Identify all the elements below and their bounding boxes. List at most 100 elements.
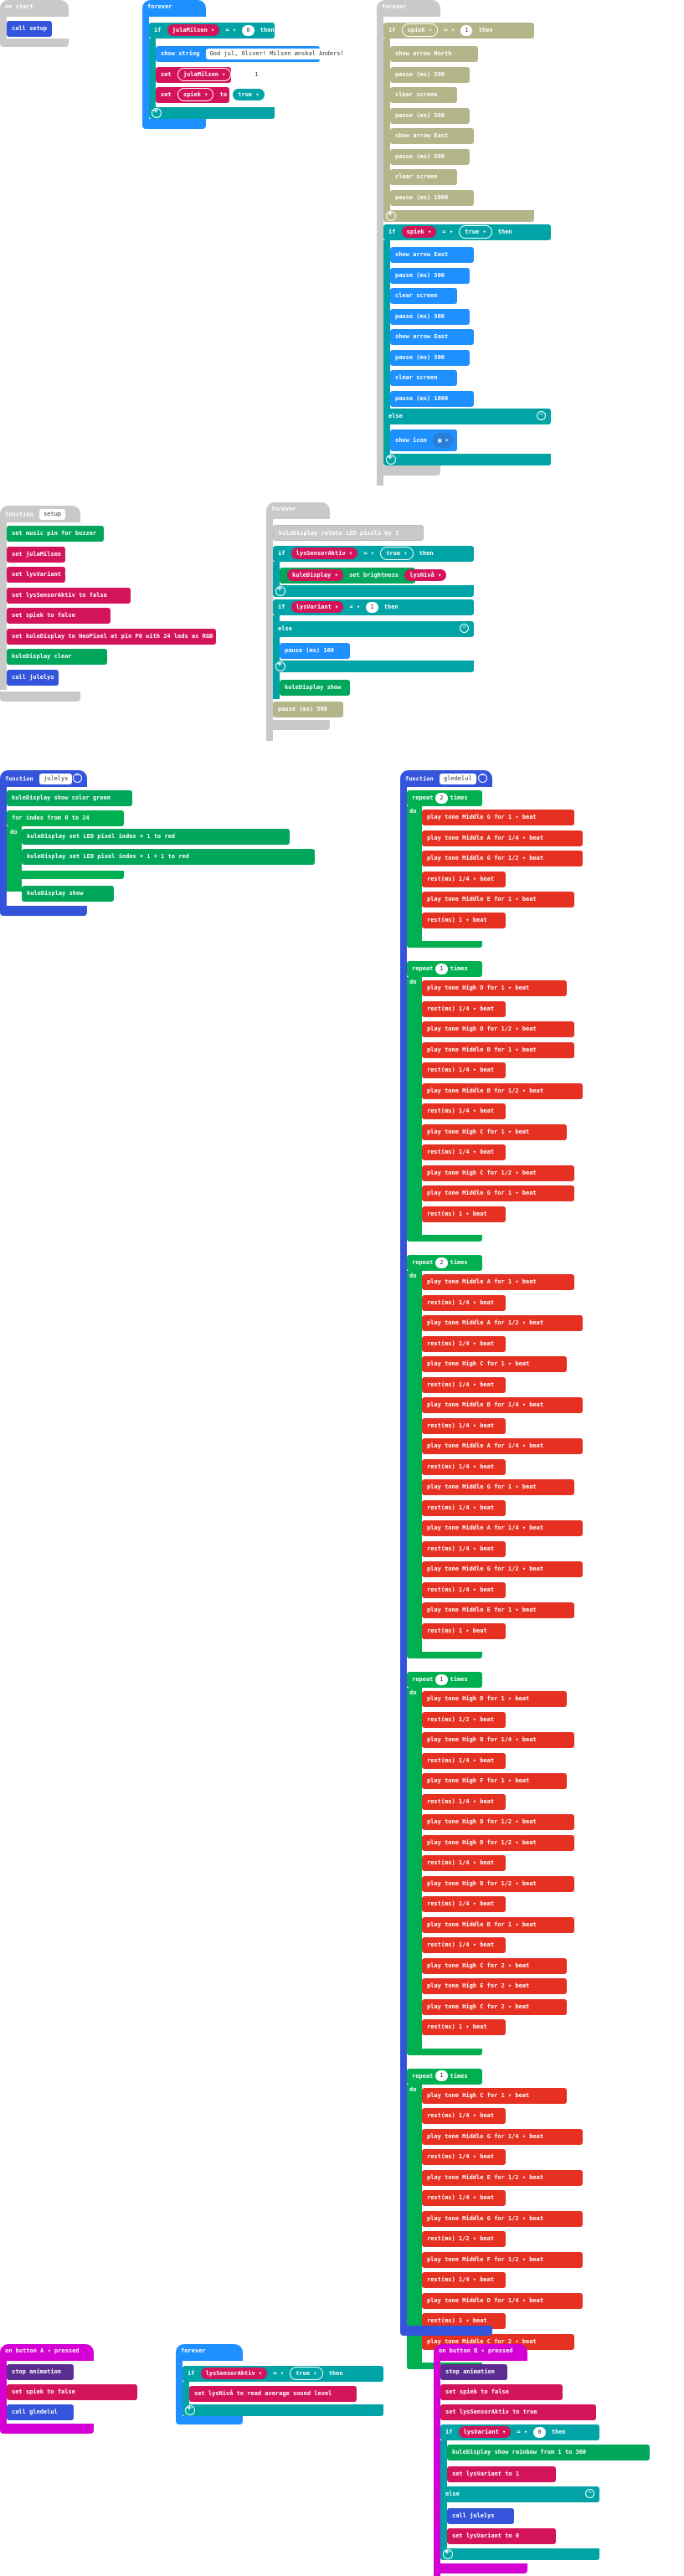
call-setup-block[interactable]: call setup: [7, 21, 52, 37]
add-else-icon[interactable]: [185, 2404, 195, 2415]
julamilsen-var[interactable]: julaMilsen ▾: [177, 68, 232, 81]
play-tone-block[interactable]: play tone Middle E for 1/2 ▾ beat: [422, 2169, 583, 2186]
value-input[interactable]: 1: [250, 69, 263, 80]
lysvariant-var[interactable]: lysVariant ▾: [458, 2426, 512, 2438]
pause2-block[interactable]: pause (ms) 500: [273, 702, 343, 717]
stop-animation-block[interactable]: stop animation: [7, 2364, 74, 2380]
repeat-count[interactable]: 2: [435, 1257, 448, 1268]
rest-block[interactable]: rest(ms) 1/4 ▾ beat: [422, 1896, 506, 1912]
show-color-block[interactable]: kuleDisplay show color green: [7, 790, 132, 806]
if-variant-block[interactable]: if lysVariant ▾ = ▾ 1 then: [273, 599, 474, 615]
lysvariant-var[interactable]: lysVariant ▾: [291, 601, 344, 613]
add-elseif-icon[interactable]: [386, 453, 396, 465]
rest-block[interactable]: rest(ms) 1 ▾ beat: [422, 2019, 506, 2035]
setup-row[interactable]: set lysVariant to 0: [7, 567, 79, 583]
rest-block[interactable]: rest(ms) 1/4 ▾ beat: [422, 871, 506, 887]
show-string-block[interactable]: show string God jul, Oliver! Milsen ønsk…: [156, 46, 348, 62]
set-lysvariant-block[interactable]: set lysVariant to 1: [447, 2466, 556, 2482]
if-spiek-block[interactable]: if spiek ▾ = ▾ true ▾ then: [383, 224, 551, 240]
if-block[interactable]: if julaMilsen ▾ = ▾ 0 then: [149, 23, 275, 39]
add-elseif-icon[interactable]: [275, 660, 285, 671]
for-loop-block[interactable]: for index from 0 to 24: [7, 810, 124, 826]
forever4-hat[interactable]: forever: [176, 2344, 243, 2361]
show-icon-block[interactable]: show icon ▦ ▾: [390, 429, 457, 451]
if-sensor-block[interactable]: if lysSensorAktiv ▾ = ▾ true ▾ then: [183, 2366, 383, 2382]
play-tone-block[interactable]: play tone Middle A for 1/2 ▾ beat: [422, 1315, 583, 1331]
rest-block[interactable]: rest(ms) 1/4 ▾ beat: [422, 2149, 506, 2165]
operator[interactable]: =: [442, 229, 446, 235]
repeat-count[interactable]: 1: [435, 963, 448, 974]
rest-block[interactable]: rest(ms) 1/2 ▾ beat: [422, 2231, 506, 2247]
rest-block[interactable]: rest(ms) 1/4 ▾ beat: [422, 1000, 506, 1017]
rest-block[interactable]: rest(ms) 1/4 ▾ beat: [422, 2108, 506, 2124]
rest-block[interactable]: rest(ms) 1/4 ▾ beat: [422, 1458, 506, 1475]
f2rows2-row[interactable]: pause (ms) 500: [390, 349, 470, 366]
true-dropdown[interactable]: true ▾: [233, 89, 265, 100]
else-block[interactable]: else −: [273, 621, 474, 637]
play-tone-block[interactable]: play tone Middle G for 1/2 ▾ beat: [422, 2210, 583, 2227]
forever3-hat[interactable]: forever: [266, 502, 330, 519]
repeat-count[interactable]: 1: [435, 2070, 448, 2081]
rest-block[interactable]: rest(ms) 1/4 ▾ beat: [422, 1144, 506, 1160]
repeat-block[interactable]: repeat 2 times: [407, 790, 482, 806]
play-tone-block[interactable]: play tone High C for 1 ▾ beat: [422, 1123, 568, 1140]
operator[interactable]: =: [273, 2370, 277, 2377]
operator[interactable]: =: [225, 27, 229, 33]
rest-block[interactable]: rest(ms) 1/4 ▾ beat: [422, 1752, 506, 1769]
if-disabled-block[interactable]: if spiek ▾ = ▾ 1 then: [383, 23, 534, 39]
gledelul-hat[interactable]: function gledelul ^: [400, 770, 492, 787]
remove-else-icon[interactable]: −: [537, 411, 546, 420]
play-tone-block[interactable]: play tone Middle A for 1/4 ▾ beat: [422, 1438, 583, 1454]
add-else-icon[interactable]: [386, 209, 396, 221]
repeat-block[interactable]: repeat 2 times: [407, 1255, 482, 1271]
spiek-var[interactable]: spiek ▾: [401, 23, 439, 37]
lyssensor-var[interactable]: lysSensorAktiv ▾: [200, 2368, 268, 2379]
setup-row[interactable]: call julelys: [7, 669, 59, 686]
rest-block[interactable]: rest(ms) 1/4 ▾ beat: [422, 1793, 506, 1810]
kuledisplay-var[interactable]: kuleDisplay ▾: [287, 569, 343, 581]
setup-row[interactable]: set kuleDisplay to NeoPixel at pin P0 wi…: [7, 628, 259, 645]
rest-block[interactable]: rest(ms) 1/4 ▾ beat: [422, 1540, 506, 1557]
call-julelys-block[interactable]: call julelys: [447, 2508, 514, 2524]
f2rows-row[interactable]: pause (ms) 500: [390, 66, 470, 83]
f2rows2-row[interactable]: pause (ms) 500: [390, 267, 470, 284]
set-lyssensor-block[interactable]: set lysSensorAktiv to true: [440, 2404, 596, 2420]
play-tone-block[interactable]: play tone High F for 1 ▾ beat: [422, 1773, 568, 1789]
set-spiek-block[interactable]: set spiek ▾ to true ▾: [156, 87, 265, 103]
set-lysniva-block[interactable]: set lysNivå to read average sound level: [189, 2386, 357, 2402]
play-tone-block[interactable]: play tone High D for 1/2 ▾ beat: [422, 1834, 575, 1851]
play-tone-block[interactable]: play tone High C for 1 ▾ beat: [422, 2087, 568, 2104]
play-tone-block[interactable]: play tone High D for 1 ▾ beat: [422, 980, 568, 996]
else-block[interactable]: else −: [440, 2486, 599, 2502]
f2rows-row[interactable]: pause (ms) 500: [390, 107, 470, 124]
play-tone-block[interactable]: play tone High D for 1/2 ▾ beat: [422, 1021, 575, 1037]
play-tone-block[interactable]: play tone Middle B for 1/2 ▾ beat: [422, 1082, 583, 1099]
operator[interactable]: =: [363, 550, 368, 557]
button-a-hat[interactable]: on button A ▾ pressed: [0, 2344, 94, 2361]
string-input[interactable]: God jul, Oliver! Milsen ønskal Anders!: [205, 48, 348, 59]
rest-block[interactable]: rest(ms) 1/4 ▾ beat: [422, 1294, 506, 1311]
play-tone-block[interactable]: play tone Middle A for 1/4 ▾ beat: [422, 830, 583, 846]
setup-row[interactable]: set julaMilsen to 0: [7, 546, 79, 563]
true-dropdown[interactable]: true ▾: [290, 2367, 323, 2380]
add-else-icon[interactable]: [152, 106, 162, 118]
button-b-hat[interactable]: on button B ▾ pressed: [434, 2344, 527, 2361]
operator[interactable]: =: [349, 604, 353, 610]
rest-block[interactable]: rest(ms) 1/4 ▾ beat: [422, 1417, 506, 1434]
repeat-block[interactable]: repeat 1 times: [407, 1672, 482, 1688]
rest-block[interactable]: rest(ms) 1/4 ▾ beat: [422, 1937, 506, 1953]
play-tone-block[interactable]: play tone Middle B for 1/4 ▾ beat: [422, 1397, 583, 1413]
on-start-hat[interactable]: on start: [0, 0, 69, 17]
f2rows-row[interactable]: show arrow East: [390, 128, 474, 144]
rest-block[interactable]: rest(ms) 1/4 ▾ beat: [422, 1103, 506, 1119]
rest-block[interactable]: rest(ms) 1 ▾ beat: [422, 1622, 506, 1639]
play-tone-block[interactable]: play tone Middle G for 1/4 ▾ beat: [422, 2128, 583, 2145]
setup-row[interactable]: set spiek to false: [7, 608, 111, 624]
rest-block[interactable]: rest(ms) 1/4 ▾ beat: [422, 1335, 506, 1352]
forever1-hat[interactable]: forever: [142, 0, 206, 17]
repeat-count[interactable]: 2: [435, 792, 448, 804]
play-tone-block[interactable]: play tone High C for 2 ▾ beat: [422, 1957, 568, 1974]
setup-row[interactable]: set lysSensorAktiv to false: [7, 587, 131, 604]
function-name-input[interactable]: setup: [39, 509, 66, 520]
set-julamilsen-block[interactable]: set julaMilsen ▾ to 1: [156, 67, 263, 83]
